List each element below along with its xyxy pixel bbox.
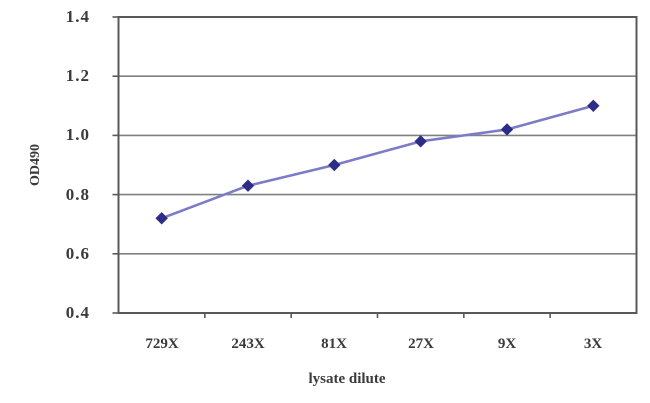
data-point-marker <box>328 158 341 172</box>
data-point-marker <box>155 212 168 225</box>
data-point-marker <box>414 135 427 148</box>
y-axis-title: OD490 <box>28 144 43 186</box>
y-tick-label: 0.6 <box>65 244 90 263</box>
data-point-marker <box>500 123 514 136</box>
x-category-label: 729X <box>145 336 179 352</box>
x-category-label: 243X <box>231 336 265 352</box>
y-tick-label: 1.2 <box>65 66 90 85</box>
series-line <box>161 104 594 220</box>
y-tick-label: 1.0 <box>65 125 90 144</box>
plot-border <box>117 16 638 314</box>
x-category-label: 3X <box>583 336 603 352</box>
x-category-label: 27X <box>408 336 434 352</box>
x-category-label: 9X <box>497 336 517 352</box>
y-tick-label: 1.4 <box>65 7 90 26</box>
x-axis-title: lysate dilute <box>308 371 386 387</box>
x-category-label: 81X <box>321 336 347 352</box>
y-tick-label: 0.8 <box>65 185 90 204</box>
y-tick-label: 0.4 <box>65 303 90 322</box>
data-point-marker <box>587 99 600 113</box>
data-point-marker <box>241 179 255 192</box>
